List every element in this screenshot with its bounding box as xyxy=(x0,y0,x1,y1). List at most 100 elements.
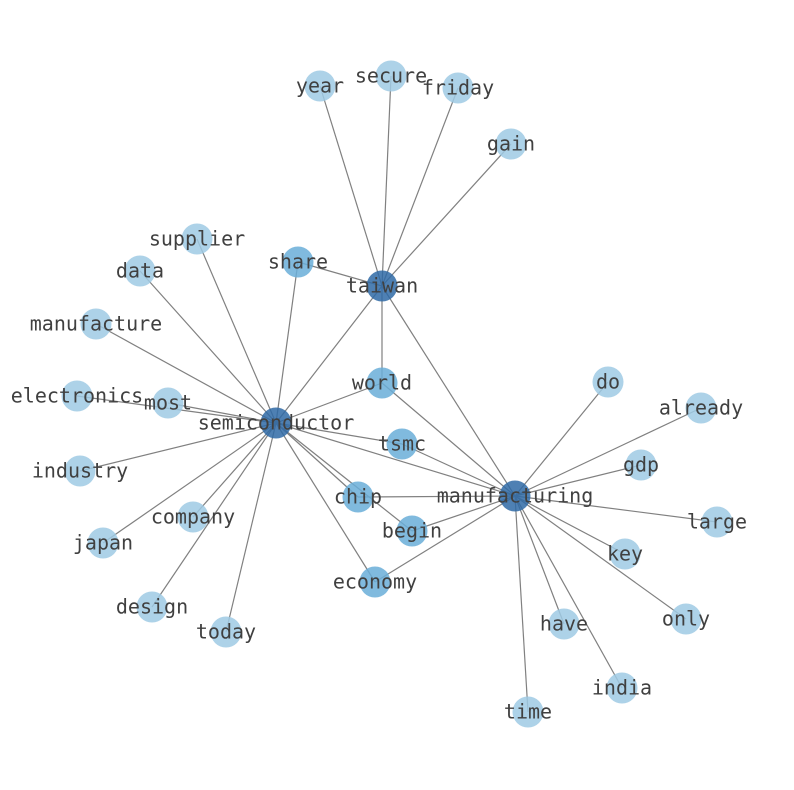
node-already[interactable] xyxy=(685,392,717,424)
node-label-world: world xyxy=(352,371,412,395)
node-electronics[interactable] xyxy=(61,380,93,412)
labels: semiconductor taiwan manufacturing world tsm… xyxy=(11,64,747,724)
edge-taiwan-secure xyxy=(381,75,392,287)
edge-semiconductor-manufacture xyxy=(95,323,277,424)
edge-semiconductor-world xyxy=(275,382,383,424)
edge-manufacturing-large xyxy=(514,495,718,523)
node-label-tsmc: tsmc xyxy=(378,432,426,456)
node-label-electronics: electronics xyxy=(11,384,143,408)
node-supplier[interactable] xyxy=(181,223,213,255)
edge-manufacturing-india xyxy=(514,495,623,689)
node-label-gain: gain xyxy=(487,132,535,156)
node-label-company: company xyxy=(151,505,235,529)
node-label-secure: secure xyxy=(355,64,427,88)
node-label-do: do xyxy=(596,370,620,394)
node-secure[interactable] xyxy=(375,60,407,92)
nodes xyxy=(61,60,733,728)
node-label-india: india xyxy=(592,676,652,700)
edge-manufacturing-world xyxy=(381,382,516,497)
edge-semiconductor-economy xyxy=(275,422,376,583)
node-begin[interactable] xyxy=(396,515,428,547)
node-chip[interactable] xyxy=(342,481,374,513)
edge-semiconductor-chip xyxy=(275,422,359,498)
node-share[interactable] xyxy=(282,246,314,278)
edge-semiconductor-manufacturing xyxy=(275,422,516,497)
edge-taiwan-gain xyxy=(381,143,512,287)
node-label-chip: chip xyxy=(334,485,382,509)
node-manufacturing[interactable] xyxy=(499,480,531,512)
node-economy[interactable] xyxy=(359,566,391,598)
edge-manufacturing-have xyxy=(514,495,565,625)
node-label-data: data xyxy=(116,259,164,283)
edge-taiwan-manufacturing xyxy=(381,285,516,497)
node-gain[interactable] xyxy=(495,128,527,160)
edge-manufacturing-time xyxy=(514,495,529,713)
node-industry[interactable] xyxy=(64,455,96,487)
node-japan[interactable] xyxy=(87,527,119,559)
node-only[interactable] xyxy=(670,603,702,635)
node-do[interactable] xyxy=(592,366,624,398)
node-large[interactable] xyxy=(701,506,733,538)
node-data[interactable] xyxy=(124,255,156,287)
edge-manufacturing-chip xyxy=(357,495,516,498)
edge-semiconductor-begin xyxy=(275,422,413,532)
edge-semiconductor-japan xyxy=(102,422,277,544)
edge-manufacturing-begin xyxy=(411,495,516,532)
edge-semiconductor-taiwan xyxy=(275,285,383,424)
edge-semiconductor-design xyxy=(151,422,277,608)
edge-semiconductor-tsmc xyxy=(275,422,403,445)
node-tsmc[interactable] xyxy=(386,428,418,460)
node-today[interactable] xyxy=(210,616,242,648)
node-manufacture[interactable] xyxy=(80,308,112,340)
node-label-semiconductor: semiconductor xyxy=(198,411,355,435)
node-friday[interactable] xyxy=(442,72,474,104)
edge-manufacturing-gdp xyxy=(514,464,642,497)
edge-semiconductor-share xyxy=(275,261,299,424)
node-most[interactable] xyxy=(152,387,184,419)
edge-manufacturing-only xyxy=(514,495,687,620)
node-label-already: already xyxy=(659,396,743,420)
edge-semiconductor-supplier xyxy=(196,238,277,424)
node-label-large: large xyxy=(687,510,747,534)
edge-manufacturing-do xyxy=(514,381,609,497)
edge-manufacturing-economy xyxy=(374,495,516,583)
edge-manufacturing-already xyxy=(514,407,702,497)
node-label-most: most xyxy=(144,391,192,415)
node-taiwan[interactable] xyxy=(366,270,398,302)
node-gdp[interactable] xyxy=(625,449,657,481)
node-label-time: time xyxy=(504,700,552,724)
edge-semiconductor-today xyxy=(225,422,277,633)
node-company[interactable] xyxy=(177,501,209,533)
edge-taiwan-year xyxy=(319,85,383,287)
node-label-year: year xyxy=(296,74,344,98)
node-label-taiwan: taiwan xyxy=(346,274,418,298)
node-world[interactable] xyxy=(366,367,398,399)
node-have[interactable] xyxy=(548,608,580,640)
node-label-japan: japan xyxy=(73,531,133,555)
node-label-key: key xyxy=(607,542,643,566)
node-semiconductor[interactable] xyxy=(260,407,292,439)
edge-semiconductor-data xyxy=(139,270,277,424)
node-label-supplier: supplier xyxy=(149,227,245,251)
edge-manufacturing-tsmc xyxy=(401,443,516,497)
node-label-manufacture: manufacture xyxy=(30,312,162,336)
node-label-today: today xyxy=(196,620,256,644)
node-label-economy: economy xyxy=(333,570,417,594)
node-india[interactable] xyxy=(606,672,638,704)
node-label-share: share xyxy=(268,250,328,274)
edge-semiconductor-company xyxy=(192,422,277,518)
node-label-only: only xyxy=(662,607,710,631)
node-label-friday: friday xyxy=(422,76,494,100)
node-label-gdp: gdp xyxy=(623,453,659,477)
node-label-industry: industry xyxy=(32,459,128,483)
node-time[interactable] xyxy=(512,696,544,728)
node-label-design: design xyxy=(116,595,188,619)
edge-manufacturing-key xyxy=(514,495,626,555)
edge-semiconductor-most xyxy=(167,402,277,424)
node-label-have: have xyxy=(540,612,588,636)
edge-semiconductor-industry xyxy=(79,422,277,472)
node-design[interactable] xyxy=(136,591,168,623)
node-key[interactable] xyxy=(609,538,641,570)
node-year[interactable] xyxy=(304,70,336,102)
